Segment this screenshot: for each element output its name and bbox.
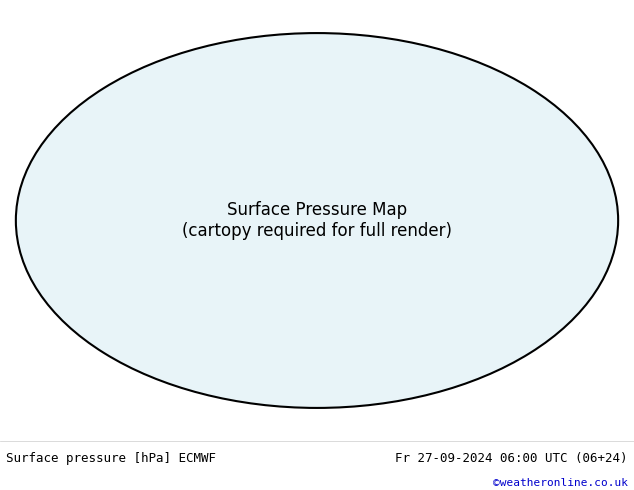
Text: Surface Pressure Map
(cartopy required for full render): Surface Pressure Map (cartopy required f… <box>182 201 452 240</box>
Ellipse shape <box>16 33 618 408</box>
Text: Surface pressure [hPa] ECMWF: Surface pressure [hPa] ECMWF <box>6 452 216 465</box>
Text: Fr 27-09-2024 06:00 UTC (06+24): Fr 27-09-2024 06:00 UTC (06+24) <box>395 452 628 465</box>
Text: ©weatheronline.co.uk: ©weatheronline.co.uk <box>493 478 628 488</box>
